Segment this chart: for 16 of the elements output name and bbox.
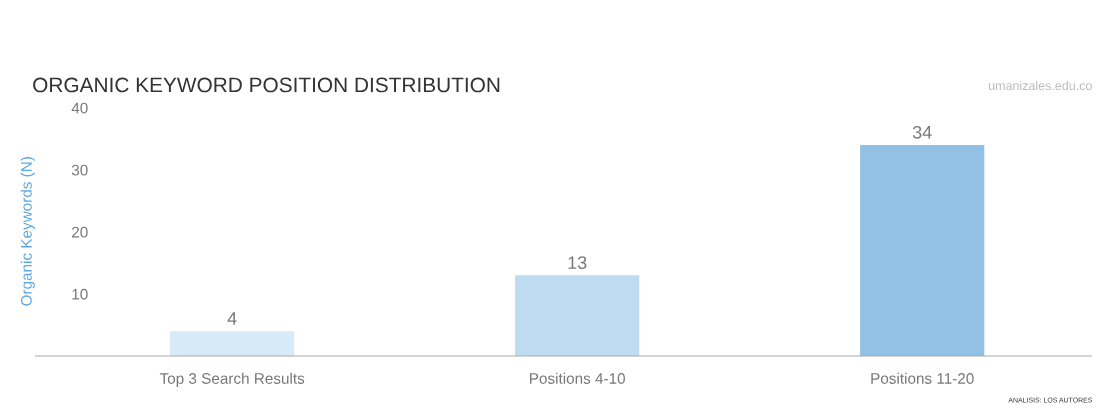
x-tick-label: Positions 11-20 bbox=[871, 372, 974, 384]
bar bbox=[515, 275, 640, 357]
y-axis-title: Organic Keywords (N) bbox=[20, 157, 35, 306]
bar bbox=[860, 145, 985, 357]
y-tick-label: 20 bbox=[72, 226, 88, 238]
x-tick-label: Positions 4-10 bbox=[530, 372, 625, 384]
data-label: 13 bbox=[568, 256, 587, 269]
text: umanizales.edu.co bbox=[988, 80, 1092, 91]
y-tick-label: 30 bbox=[71, 164, 88, 176]
data-label: 34 bbox=[912, 125, 932, 139]
y-tick-label: 10 bbox=[72, 288, 88, 300]
bar bbox=[170, 331, 295, 357]
x-tick-label: Top 3 Search Results bbox=[159, 372, 305, 387]
data-label: 4 bbox=[227, 312, 237, 325]
chart-title: ORGANIC KEYWORD POSITION DISTRIBUTION bbox=[33, 77, 500, 93]
y-tick-label: 40 bbox=[71, 102, 88, 114]
